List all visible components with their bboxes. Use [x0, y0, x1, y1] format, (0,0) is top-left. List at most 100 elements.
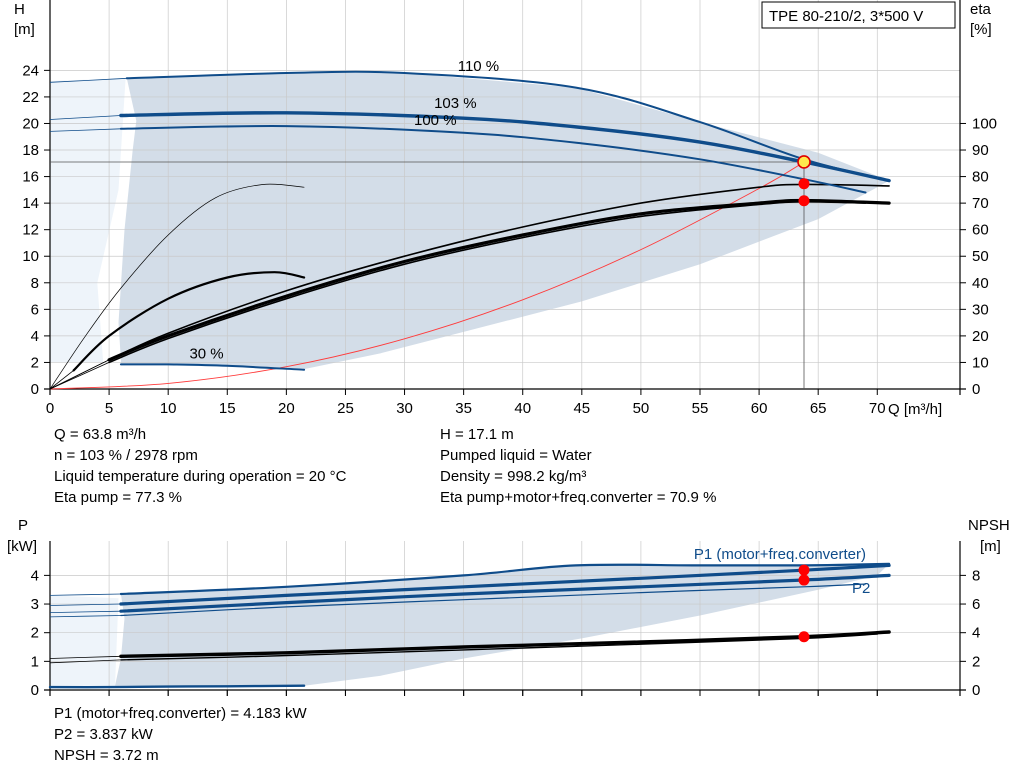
eta-curve-eta-thin-left: [49, 183, 305, 390]
head-efficiency-chart: 0246810121416182022240102030405060708090…: [14, 0, 997, 418]
p-axis-unit: [kW]: [7, 538, 37, 555]
liquid-temperature-value: Liquid temperature during operation = 20…: [54, 468, 347, 485]
upper-x-tick-label: 10: [160, 400, 177, 417]
power-curve-P1-110-thin: [49, 593, 121, 596]
head-curve-label: 100 %: [414, 112, 457, 129]
lower-left-tick-label: 0: [31, 682, 39, 699]
eta-pump-value: Eta pump = 77.3 %: [54, 489, 182, 506]
upper-axes: 0246810121416182022240102030405060708090…: [22, 0, 997, 417]
npsh-axis-unit: [m]: [980, 538, 1001, 555]
lower-right-tick-label: 2: [972, 653, 980, 670]
duty-point-p1: [798, 564, 810, 576]
eta-axis-title: eta: [970, 1, 992, 18]
head-curve-103-thin: [49, 115, 121, 120]
upper-left-tick-label: 24: [22, 62, 39, 79]
upper-x-tick-label: 45: [573, 400, 590, 417]
eta-curve-eta-thin-left-line: [49, 183, 305, 390]
pump-model-frame: [761, 1, 956, 29]
h-axis-title: H: [14, 1, 25, 18]
power-curve-P-30: [48, 684, 306, 689]
upper-left-tick-label: 10: [22, 248, 39, 265]
upper-right-tick-label: 50: [972, 248, 989, 265]
upper-left-tick-label: 4: [31, 328, 39, 345]
eta-curve-eta-100-thin: [49, 362, 110, 390]
power-curve-P2-100-line: [120, 583, 867, 617]
head-curve-100-thin: [49, 128, 121, 132]
upper-right-tick-label: 70: [972, 195, 989, 212]
upper-left-tick-label: 20: [22, 115, 39, 132]
lower-left-tick-label: 2: [31, 625, 39, 642]
eta-curve-eta-30: [49, 271, 306, 390]
lower-right-tick-label: 6: [972, 596, 980, 613]
upper-x-tick-label: 35: [455, 400, 472, 417]
upper-right-tick-label: 40: [972, 275, 989, 292]
lower-left-tick-label: 3: [31, 596, 39, 613]
upper-left-tick-label: 14: [22, 195, 39, 212]
p1-value: P1 (motor+freq.converter) = 4.183 kW: [54, 705, 307, 722]
upper-right-tick-label: 100: [972, 115, 997, 132]
lower-right-tick-label: 8: [972, 567, 980, 584]
upper-left-tick-label: 2: [31, 354, 39, 371]
duty-point-eta: [798, 178, 810, 190]
head-curve-100-line: [119, 125, 867, 194]
power-region-extension: [50, 595, 119, 686]
upper-right-tick-label: 80: [972, 169, 989, 186]
power-curve-P2-100: [49, 583, 867, 618]
upper-x-tick-label: 65: [810, 400, 827, 417]
power-curve-P1-103-thin: [49, 603, 121, 606]
upper-left-tick-label: 18: [22, 142, 39, 159]
power-curve-P2-103-thin: [49, 610, 121, 613]
head-curve-label: 30 %: [189, 345, 223, 362]
head-curve-100: [49, 125, 867, 194]
upper-x-tick-label: 25: [337, 400, 354, 417]
upper-right-tick-label: 90: [972, 142, 989, 159]
head-curve-30-line: [119, 363, 306, 371]
npsh-curve-NPSH-110-thin: [49, 655, 121, 659]
eta-curve-eta-103-line: [107, 198, 891, 362]
pump-model-box: TPE 80-210/2, 3*500 V: [761, 1, 956, 29]
upper-left-tick-label: 12: [22, 222, 39, 239]
lower-right-tick-label: 0: [972, 682, 980, 699]
p1-curve-label: P1 (motor+freq.converter): [694, 546, 866, 563]
pumped-liquid-value: Pumped liquid = Water: [440, 447, 592, 464]
eta-curve-eta-100-line: [108, 200, 867, 364]
h-axis-unit: [m]: [14, 21, 35, 38]
npsh-value: NPSH = 3.72 m: [54, 747, 159, 764]
upper-x-tick-label: 60: [751, 400, 768, 417]
eta-curve-eta-30-thin: [49, 370, 74, 390]
upper-x-tick-label: 70: [869, 400, 886, 417]
p2-curve-label: P2: [852, 580, 870, 597]
upper-x-tick-label: 40: [514, 400, 531, 417]
p2-value: P2 = 3.837 kW: [54, 726, 153, 743]
power-curve-P2-100-thin: [49, 615, 121, 618]
pump-model-label: TPE 80-210/2, 3*500 V: [769, 8, 923, 25]
power-curve-P1-110: [49, 562, 891, 596]
upper-x-tick-label: 50: [633, 400, 650, 417]
lower-axes: 0 1 2 3 4 0 2 4 6 8: [31, 541, 980, 699]
flow-value: Q = 63.8 m³/h: [54, 426, 147, 443]
operating-region: [118, 73, 890, 370]
power-curve-P1-110-line: [119, 562, 891, 596]
upper-right-tick-label: 30: [972, 301, 989, 318]
duty-point-head: [797, 155, 811, 169]
npsh-curve-NPSH-100-thin: [49, 659, 121, 664]
upper-x-tick-label: 5: [105, 400, 113, 417]
lower-right-tick-label: 4: [972, 625, 980, 642]
duty-point-eta-total: [798, 195, 810, 207]
duty-point-p2: [798, 574, 810, 586]
upper-x-tick-label: 0: [46, 400, 54, 417]
operating-region-extension: [50, 78, 126, 363]
lower-left-tick-label: 1: [31, 653, 39, 670]
eta-axis-unit: [%]: [970, 21, 992, 38]
lower-left-tick-label: 4: [31, 567, 39, 584]
head-curve-110-thin: [49, 77, 127, 83]
upper-right-tick-label: 20: [972, 328, 989, 345]
duty-point-npsh: [798, 631, 810, 643]
power-curve-P-30-line: [48, 684, 306, 689]
upper-x-tick-label: 15: [219, 400, 236, 417]
head-curve-110: [49, 70, 891, 182]
speed-value: n = 103 % / 2978 rpm: [54, 447, 198, 464]
upper-right-tick-label: 10: [972, 354, 989, 371]
p-axis-title: P: [18, 517, 28, 534]
